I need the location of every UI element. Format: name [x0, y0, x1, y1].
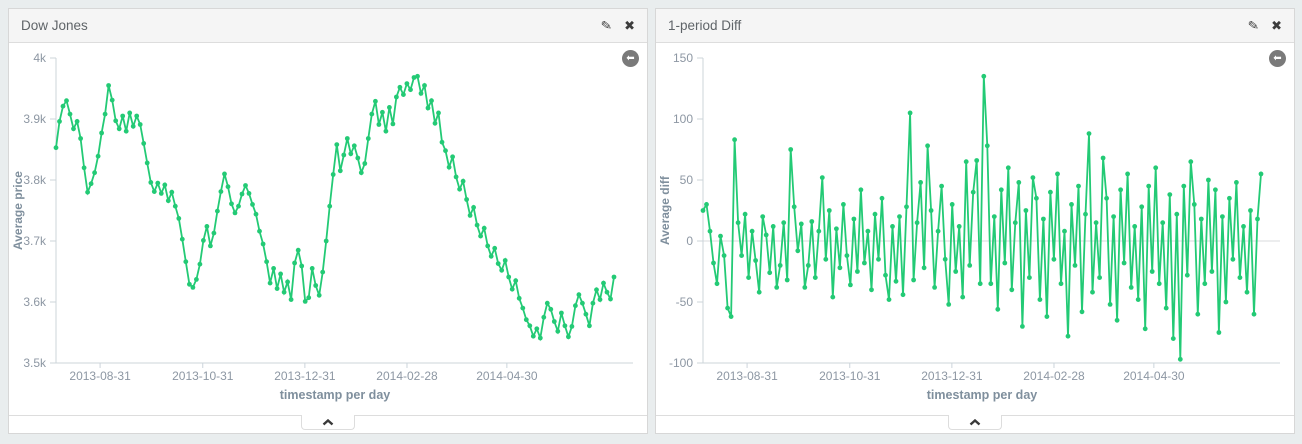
x-axis-title: timestamp per day [926, 388, 1038, 402]
svg-text:3.6k: 3.6k [23, 295, 47, 309]
svg-text:0: 0 [686, 234, 693, 248]
chart-area[interactable]: ⬅ Average price 4k 3.9k 3.8k 3.7k 3.6k 3.5k 20… [9, 43, 647, 415]
edit-panel-icon[interactable]: ✎ [1247, 17, 1261, 34]
svg-text:3.5k: 3.5k [23, 356, 47, 370]
svg-text:3.7k: 3.7k [23, 234, 47, 248]
panel-dow-jones: Dow Jones ✎ ✖ ⬅ Average price 4k 3.9k 3.8k… [8, 8, 648, 434]
dashboard: Dow Jones ✎ ✖ ⬅ Average price 4k 3.9k 3.8k… [8, 8, 1295, 434]
y-axis-title: Average diff [658, 176, 672, 245]
panel-title: Dow Jones [21, 18, 88, 33]
close-panel-icon[interactable]: ✖ [1271, 18, 1282, 33]
svg-text:-100: -100 [669, 356, 693, 370]
svg-text:-50: -50 [676, 295, 694, 309]
dow-jones-line-chart[interactable]: 4k 3.9k 3.8k 3.7k 3.6k 3.5k 2013-08-31 2013-10-… [9, 43, 649, 383]
svg-text:2013-10-31: 2013-10-31 [819, 369, 881, 383]
chevron-up-icon [969, 418, 981, 425]
panel-footer [9, 415, 647, 433]
reset-zoom-button[interactable]: ⬅ [622, 50, 639, 67]
arrow-left-icon: ⬅ [1273, 52, 1282, 64]
svg-text:2013-10-31: 2013-10-31 [172, 369, 234, 383]
reset-zoom-button[interactable]: ⬅ [1269, 50, 1286, 67]
svg-text:2013-08-31: 2013-08-31 [716, 369, 778, 383]
svg-text:150: 150 [673, 51, 693, 65]
svg-text:3.8k: 3.8k [23, 173, 47, 187]
edit-panel-icon[interactable]: ✎ [600, 17, 614, 34]
one-period-diff-line-chart[interactable]: 150 100 50 0 -50 -100 2013-08-31 2013-10-31 2013… [656, 43, 1296, 383]
panel-footer [656, 415, 1294, 433]
svg-text:2014-02-28: 2014-02-28 [1023, 369, 1085, 383]
svg-text:2014-04-30: 2014-04-30 [476, 369, 538, 383]
arrow-left-icon: ⬅ [626, 52, 635, 64]
y-axis-title: Average price [11, 171, 25, 250]
panel-title: 1-period Diff [668, 18, 742, 33]
panel-1-period-diff: 1-period Diff ✎ ✖ ⬅ Average diff 150 100 5… [655, 8, 1295, 434]
svg-text:3.9k: 3.9k [23, 112, 47, 126]
svg-text:2013-12-31: 2013-12-31 [274, 369, 336, 383]
chevron-up-icon [322, 418, 334, 425]
svg-text:2014-04-30: 2014-04-30 [1123, 369, 1185, 383]
svg-text:100: 100 [673, 112, 693, 126]
panel-header: 1-period Diff ✎ ✖ [656, 9, 1294, 43]
svg-text:50: 50 [680, 173, 694, 187]
chart-area[interactable]: ⬅ Average diff 150 100 50 0 -50 -100 2013-08-3… [656, 43, 1294, 415]
x-axis-title: timestamp per day [279, 388, 391, 402]
svg-text:2014-02-28: 2014-02-28 [376, 369, 438, 383]
close-panel-icon[interactable]: ✖ [624, 18, 635, 33]
svg-text:2013-08-31: 2013-08-31 [69, 369, 131, 383]
svg-text:4k: 4k [33, 51, 47, 65]
collapse-panel-button[interactable] [948, 415, 1002, 430]
collapse-panel-button[interactable] [301, 415, 355, 430]
svg-text:2013-12-31: 2013-12-31 [921, 369, 983, 383]
panel-header: Dow Jones ✎ ✖ [9, 9, 647, 43]
